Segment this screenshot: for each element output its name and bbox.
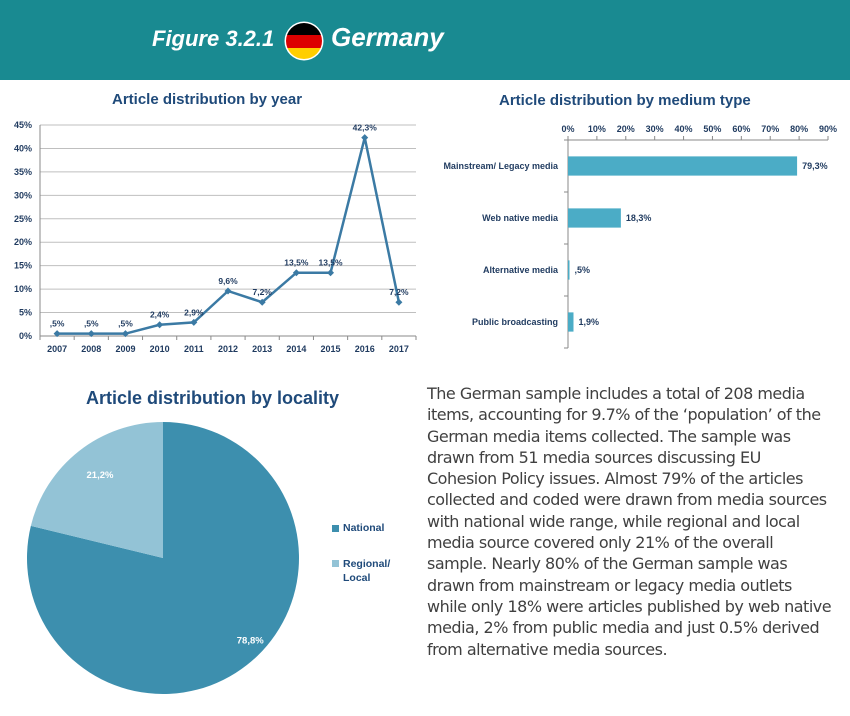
flag-svg (284, 21, 324, 61)
pie-slice (30, 422, 164, 558)
legend-label-national: National (343, 522, 385, 534)
x-tick-label: 2017 (389, 344, 409, 354)
year-data-label: ,5% (84, 319, 99, 329)
germany-flag-icon (284, 21, 324, 61)
y-tick-label: 15% (14, 261, 32, 271)
medium-bar-chart: 0% 10% 20% 30% 40% 50% 60% 70% 80% 90% Mainstream/… (443, 124, 837, 349)
medium-bar (568, 156, 798, 176)
year-data-point (258, 298, 266, 306)
x-tick-label: 90% (819, 124, 837, 134)
x-tick-label: 10% (588, 124, 606, 134)
x-tick-label: 50% (703, 124, 721, 134)
x-tick-label: 2016 (355, 344, 375, 354)
x-tick-label: 60% (732, 124, 750, 134)
medium-data-label: 18,3% (626, 213, 652, 223)
year-series-line (57, 137, 401, 335)
year-data-point (121, 330, 129, 338)
y-tick-label: 20% (14, 237, 32, 247)
locality-chart-title: Article distribution by locality (86, 388, 340, 408)
medium-bar (568, 260, 570, 280)
year-data-point (53, 330, 61, 338)
y-tick-label: 5% (19, 308, 32, 318)
x-tick-label: 2015 (321, 344, 341, 354)
medium-bar (568, 312, 574, 332)
x-tick-label: 2008 (81, 344, 101, 354)
x-tick-label: 20% (617, 124, 635, 134)
pie-slice (27, 422, 300, 694)
description-text: The German sample includes a total of 20… (427, 384, 832, 659)
x-tick-label: 2014 (286, 344, 306, 354)
year-data-label: ,5% (118, 319, 133, 329)
x-tick-label: 40% (675, 124, 693, 134)
year-data-point (292, 269, 300, 277)
category-label: Public broadcasting (472, 317, 558, 327)
locality-pie-chart: 78,8% 21,2% (27, 422, 300, 694)
year-data-label: 2,9% (184, 307, 204, 317)
legend-swatch-regional (332, 560, 339, 567)
year-data-point (327, 269, 335, 277)
x-tick-label: 2009 (115, 344, 135, 354)
year-data-label: ,5% (50, 319, 65, 329)
legend-label-regional: Regional/ Local (343, 558, 391, 584)
year-data-label: 13,5% (284, 258, 309, 268)
x-tick-label: 2011 (184, 344, 204, 354)
y-tick-label: 45% (14, 120, 32, 130)
year-data-label: 13,5% (318, 258, 343, 268)
medium-bar (568, 208, 621, 228)
year-data-label: 7,2% (389, 287, 409, 297)
y-tick-label: 25% (14, 214, 32, 224)
category-label: Alternative media (483, 265, 559, 275)
year-data-label: 9,6% (218, 276, 238, 286)
x-tick-label: 2007 (47, 344, 67, 354)
pie-data-label: 21,2% (87, 470, 114, 481)
medium-chart-title: Article distribution by medium type (499, 92, 751, 109)
year-data-point (224, 287, 232, 295)
y-tick-label: 30% (14, 190, 32, 200)
x-tick-label: 30% (646, 124, 664, 134)
category-label: Web native media (482, 213, 559, 223)
y-tick-label: 35% (14, 167, 32, 177)
x-tick-label: 0% (561, 124, 574, 134)
x-tick-label: 80% (790, 124, 808, 134)
figure-label: Figure 3.2.1 (152, 26, 275, 51)
x-tick-label: 2013 (252, 344, 272, 354)
y-tick-label: 10% (14, 284, 32, 294)
x-tick-label: 70% (761, 124, 779, 134)
year-data-point (361, 134, 369, 142)
x-tick-label: 2010 (150, 344, 170, 354)
header-banner: Figure 3.2.1 Germany (0, 0, 850, 80)
country-title: Germany (331, 22, 444, 52)
year-line-chart: 0% 5% 10% 15% 20% 25% 30% 35% 40% 45% 2007 2008 2009… (14, 120, 417, 354)
year-data-point (395, 298, 403, 306)
medium-data-label: 79,3% (802, 161, 828, 171)
year-chart-title: Article distribution by year (112, 91, 303, 108)
y-tick-label: 40% (14, 143, 32, 153)
x-tick-label: 2012 (218, 344, 238, 354)
year-data-label: 42,3% (353, 123, 378, 133)
category-label: Mainstream/ Legacy media (443, 161, 559, 171)
medium-data-label: 1,9% (578, 317, 599, 327)
legend-swatch-national (332, 525, 339, 532)
year-data-point (190, 318, 198, 326)
year-data-point (87, 330, 95, 338)
year-data-point (156, 321, 164, 329)
medium-data-label: ,5% (575, 265, 591, 275)
y-tick-label: 0% (19, 331, 32, 341)
year-data-label: 2,4% (150, 310, 170, 320)
year-data-label: 7,2% (252, 287, 272, 297)
pie-data-label: 78,8% (237, 636, 264, 647)
